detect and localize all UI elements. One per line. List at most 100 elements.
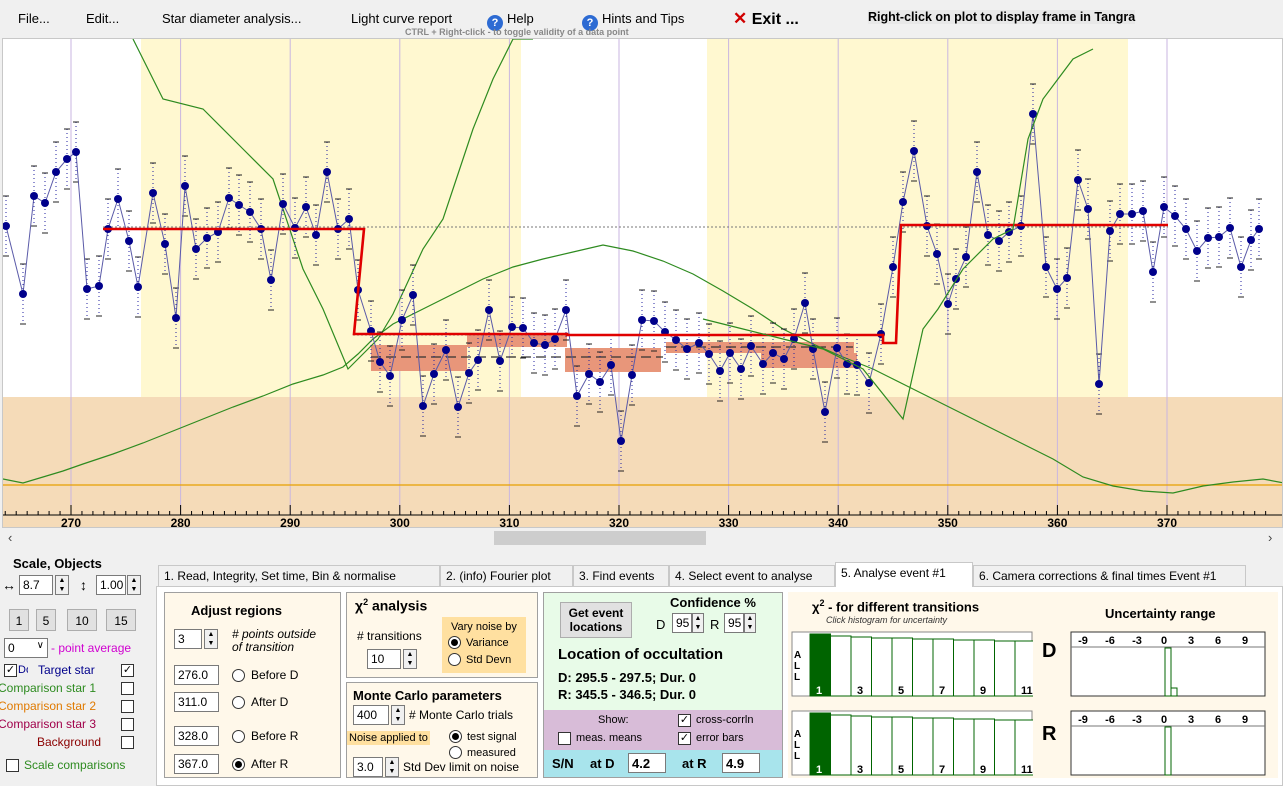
light-curve-plot[interactable]: 270 280 290 300 310 320 330 340 350 360 370 <box>2 38 1283 528</box>
target-star-label: Target star <box>38 663 95 677</box>
monte-carlo-trials-spinner[interactable]: ▲ ▼ <box>391 705 405 725</box>
scale-comparisons-checkbox[interactable] <box>6 759 19 772</box>
all-label: A <box>794 650 801 661</box>
chevron-down-icon: ∨ <box>36 640 44 651</box>
before-r-input[interactable]: 328.0 <box>174 726 219 746</box>
tab-analyse-event[interactable]: 5. Analyse event #1 <box>835 562 973 587</box>
target-point <box>267 276 275 284</box>
r-histogram-letter: R <box>1042 723 1057 745</box>
background-checkbox[interactable] <box>121 736 134 749</box>
test-signal-label: test signal <box>467 731 517 743</box>
light-curve-report-menu[interactable]: Light curve report <box>351 11 453 26</box>
x-tick-label: 340 <box>828 516 848 528</box>
edit-menu[interactable]: Edit... <box>86 11 120 26</box>
sd-limit-spinner[interactable]: ▲ ▼ <box>385 757 399 777</box>
target-point <box>203 234 211 242</box>
sd-limit-input[interactable]: 3.0 <box>353 757 383 777</box>
monte-carlo-trials-input[interactable]: 400 <box>353 705 389 725</box>
file-menu[interactable]: File... <box>18 11 50 26</box>
target-point <box>1084 205 1092 213</box>
get-event-locations-button[interactable]: Get event locations <box>560 602 632 638</box>
before-d-input[interactable]: 276.0 <box>174 665 219 685</box>
after-r-input[interactable]: 367.0 <box>174 754 219 774</box>
comp3-checkbox[interactable] <box>121 718 134 731</box>
uncertainty-r[interactable]: -9 -6 -3 0 3 6 9 <box>1070 710 1266 776</box>
uncertainty-tick: 0 <box>1161 635 1167 647</box>
tab-camera-corrections[interactable]: 6. Camera corrections & final times Even… <box>973 565 1246 587</box>
dots-option[interactable]: ✓ Dots <box>0 663 28 679</box>
uncertainty-d[interactable]: -9 -6 -3 0 3 6 9 <box>1070 631 1266 697</box>
test-signal-radio[interactable] <box>449 730 462 743</box>
confidence-d-spinner[interactable]: ▲ ▼ <box>692 613 704 633</box>
target-point <box>573 392 581 400</box>
comp1-checkbox[interactable] <box>121 682 134 695</box>
v-scale-input[interactable]: 1.00 <box>96 575 126 595</box>
close-icon: ✕ <box>733 9 748 28</box>
histogram-r[interactable]: ALL 1 3 5 7 9 11 <box>791 710 1033 776</box>
stddevn-radio[interactable] <box>448 653 461 666</box>
after-d-input[interactable]: 311.0 <box>174 692 219 712</box>
tab-find-events[interactable]: 3. Find events <box>573 565 669 587</box>
target-curve <box>5 113 1260 442</box>
target-point <box>72 148 80 156</box>
target-point <box>1160 203 1168 211</box>
scroll-thumb[interactable] <box>494 531 706 545</box>
h-scale-spinner[interactable]: ▲ ▼ <box>55 575 69 595</box>
v-scale-spinner[interactable]: ▲ ▼ <box>127 575 141 595</box>
comp2-checkbox[interactable] <box>121 700 134 713</box>
meas-means-checkbox[interactable] <box>558 732 571 745</box>
histogram-tick: 5 <box>898 685 904 697</box>
help-menu[interactable]: ? Help <box>487 11 534 31</box>
error-bars-checkbox[interactable]: ✓ <box>678 732 691 745</box>
scroll-left-icon[interactable]: ‹ <box>8 530 13 545</box>
tab-fourier[interactable]: 2. (info) Fourier plot <box>440 565 573 587</box>
after-d-radio[interactable] <box>232 696 245 709</box>
target-point <box>508 323 516 331</box>
dots-checkbox[interactable]: ✓ <box>4 664 17 677</box>
h-scale-input[interactable]: 8.7 <box>19 575 53 595</box>
histogram-d[interactable]: ALL 1 3 5 7 9 11 <box>791 631 1033 697</box>
scale-1-button[interactable]: 1 <box>9 609 29 631</box>
point-average-select[interactable]: 0 ∨ <box>4 638 48 658</box>
target-point <box>933 250 941 258</box>
measured-radio[interactable] <box>449 746 462 759</box>
tab-read-integrity[interactable]: 1. Read, Integrity, Set time, Bin & norm… <box>158 565 440 587</box>
points-outside-input[interactable]: 3 <box>174 629 202 649</box>
target-point <box>149 189 157 197</box>
uncertainty-svg[interactable]: -9 -6 -3 0 3 6 9 -9 -6 -3 0 3 6 9 <box>1069 630 1269 778</box>
target-point <box>995 237 1003 245</box>
after-r-radio[interactable] <box>232 758 245 771</box>
scale-5-button[interactable]: 5 <box>36 609 56 631</box>
h-scale-icon: ↔ <box>2 577 16 593</box>
cross-corrln-checkbox[interactable]: ✓ <box>678 714 691 727</box>
background-band <box>3 397 1282 527</box>
confidence-r-input[interactable]: 95 <box>724 613 744 633</box>
hints-menu[interactable]: ? Hints and Tips <box>582 11 684 31</box>
scale-15-button[interactable]: 15 <box>106 609 136 631</box>
exit-menu[interactable]: ✕ Exit ... <box>733 9 799 28</box>
scale-comparisons-label: Scale comparisons <box>24 758 126 772</box>
target-point <box>695 339 703 347</box>
confidence-r-spinner[interactable]: ▲ ▼ <box>744 613 756 633</box>
horizontal-scrollbar[interactable]: ‹ › <box>0 528 1283 548</box>
x-tick-label: 290 <box>280 516 300 528</box>
scroll-right-icon[interactable]: › <box>1268 530 1273 545</box>
transitions-input[interactable]: 10 <box>367 649 401 669</box>
star-diameter-menu[interactable]: Star diameter analysis... <box>162 11 302 26</box>
scale-10-button[interactable]: 10 <box>67 609 97 631</box>
tab-select-event[interactable]: 4. Select event to analyse <box>669 565 835 587</box>
uncertainty-tick: 9 <box>1242 635 1248 647</box>
confidence-d-input[interactable]: 95 <box>672 613 692 633</box>
plot-svg[interactable]: 270 280 290 300 310 320 330 340 350 360 370 <box>3 39 1283 528</box>
target-point <box>1149 268 1157 276</box>
before-r-radio[interactable] <box>232 730 245 743</box>
uncertainty-tick: -6 <box>1105 714 1115 726</box>
variance-radio[interactable] <box>448 636 461 649</box>
points-outside-spinner[interactable]: ▲ ▼ <box>204 629 218 649</box>
target-point <box>192 245 200 253</box>
transitions-spinner[interactable]: ▲ ▼ <box>403 649 417 669</box>
before-d-radio[interactable] <box>232 669 245 682</box>
target-point <box>1128 210 1136 218</box>
target-star-checkbox[interactable]: ✓ <box>121 664 134 677</box>
